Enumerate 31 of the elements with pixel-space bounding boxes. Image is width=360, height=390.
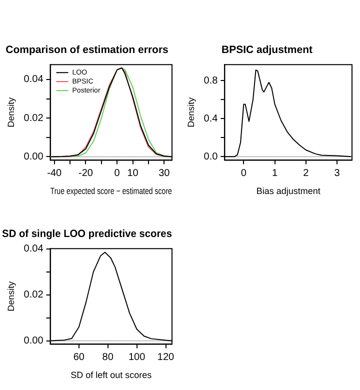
x-tick-label: -20: [78, 168, 94, 179]
x-axis-title: SD of left out scores: [70, 370, 152, 380]
y-tick-label: 0.02: [24, 290, 44, 301]
x-tick-label: -40: [47, 168, 62, 179]
y-tick-label: 0.8: [204, 75, 218, 86]
x-tick-label: 80: [102, 352, 114, 363]
x-tick-label: 0: [114, 168, 120, 179]
x-tick-label: 60: [73, 352, 85, 363]
y-axis-title: Density: [6, 96, 16, 128]
x-tick-label: 10: [127, 168, 139, 179]
y-tick-label: 0.04: [24, 74, 44, 86]
x-tick-label: 120: [157, 352, 175, 363]
chart-title: Comparison of estimation errors: [6, 44, 169, 56]
x-tick-label: 0: [240, 168, 247, 179]
y-tick-label: 0.04: [24, 244, 44, 255]
chart-title: BPSIC adjustment: [221, 44, 314, 56]
x-tick-label: 2: [303, 168, 310, 179]
y-tick-label: 0.00: [24, 151, 44, 162]
x-tick-label: 100: [128, 352, 146, 363]
y-tick-label: 0.4: [204, 113, 218, 124]
x-axis-title: Bias adjustment: [256, 186, 321, 196]
x-tick-label: 30: [158, 168, 170, 179]
y-axis-title: Density: [186, 96, 196, 128]
y-tick-label: 0.0: [204, 151, 218, 162]
x-tick-label: 3: [334, 168, 340, 179]
y-axis-title: Density: [6, 280, 16, 312]
chart-title: SD of single LOO predictive scores: [2, 229, 172, 240]
y-tick-label: 0.02: [24, 112, 44, 124]
x-tick-label: 1: [272, 168, 278, 179]
x-axis-title: True expected score − estimated score: [50, 186, 172, 196]
y-tick-label: 0.00: [24, 336, 44, 347]
